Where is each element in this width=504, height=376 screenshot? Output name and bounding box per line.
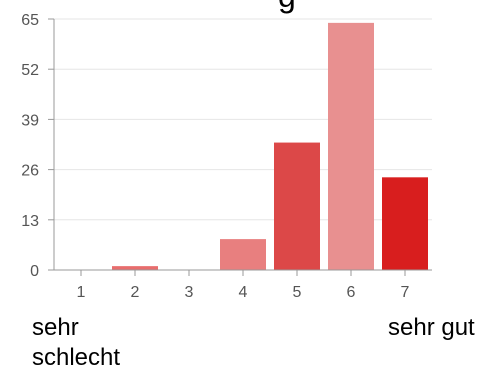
y-tick-label: 52 <box>21 62 39 79</box>
bar-7 <box>382 177 428 270</box>
y-tick-label: 0 <box>30 263 39 280</box>
bar-4 <box>220 239 266 270</box>
x-tick-label: 3 <box>185 284 194 301</box>
y-tick-label: 65 <box>21 12 39 29</box>
x-tick-label: 1 <box>77 284 86 301</box>
bar-5 <box>274 142 320 270</box>
x-tick-label: 6 <box>347 284 356 301</box>
x-tick-label: 4 <box>239 284 248 301</box>
bar-6 <box>328 22 374 270</box>
y-tick-label: 39 <box>21 112 39 129</box>
y-tick-label: 13 <box>21 213 39 230</box>
y-tick-label: 26 <box>21 163 39 180</box>
scale-label-high: sehr gut <box>388 314 475 341</box>
scale-label-low: sehr schlecht <box>32 314 121 371</box>
x-tick-label: 7 <box>401 284 410 301</box>
x-tick-label: 2 <box>131 284 140 301</box>
x-tick-label: 5 <box>293 284 302 301</box>
bar-2 <box>112 266 158 270</box>
chart-title-fragment: g <box>278 0 296 15</box>
